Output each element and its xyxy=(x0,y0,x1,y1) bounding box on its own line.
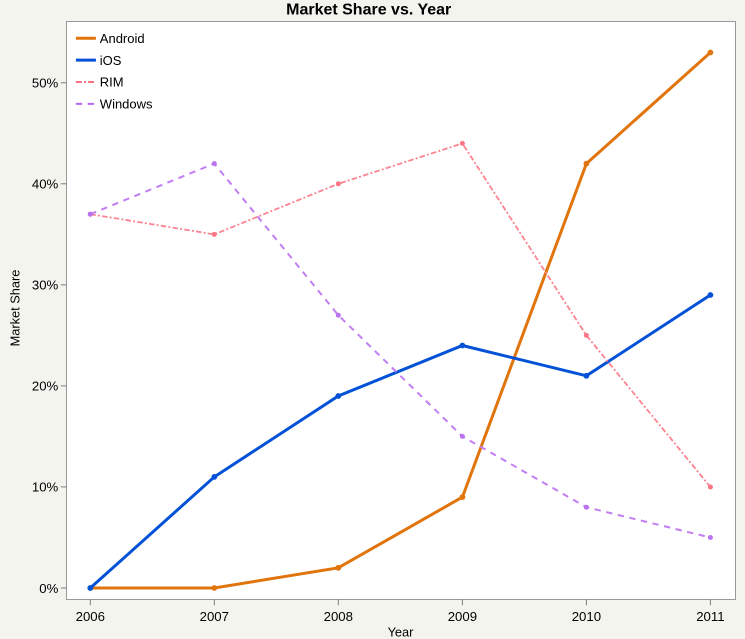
svg-text:Year: Year xyxy=(388,625,415,639)
svg-text:2008: 2008 xyxy=(324,609,353,624)
svg-text:0%: 0% xyxy=(39,581,58,596)
svg-text:Market Share: Market Share xyxy=(7,270,22,347)
svg-text:10%: 10% xyxy=(32,480,59,495)
svg-text:2011: 2011 xyxy=(696,609,724,624)
svg-text:Android: Android xyxy=(100,31,145,46)
svg-text:Market Share vs. Year: Market Share vs. Year xyxy=(286,2,451,19)
svg-text:2007: 2007 xyxy=(200,609,229,624)
svg-text:2006: 2006 xyxy=(76,609,105,624)
svg-text:2010: 2010 xyxy=(572,609,601,624)
svg-text:40%: 40% xyxy=(32,177,59,192)
svg-text:RIM: RIM xyxy=(100,75,124,90)
svg-text:Windows: Windows xyxy=(100,97,153,112)
svg-text:2009: 2009 xyxy=(448,609,477,624)
svg-text:iOS: iOS xyxy=(100,53,122,68)
svg-text:50%: 50% xyxy=(32,76,59,91)
svg-text:20%: 20% xyxy=(32,379,59,394)
svg-text:30%: 30% xyxy=(32,278,59,293)
